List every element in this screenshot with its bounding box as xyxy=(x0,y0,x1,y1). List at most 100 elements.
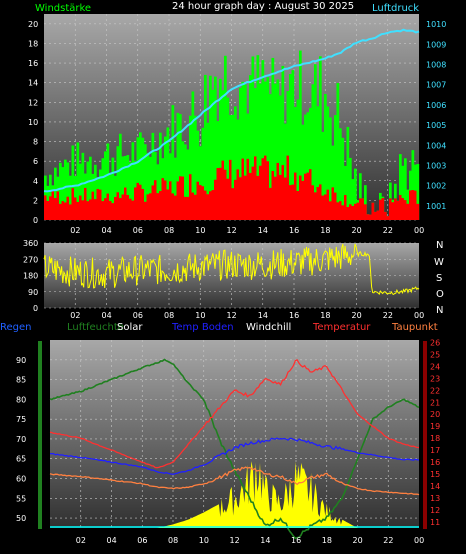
compass-n-top: N xyxy=(436,240,443,251)
wind-bar xyxy=(206,122,210,220)
x-tick-label: 08 xyxy=(164,226,174,235)
wind-bar xyxy=(199,146,202,220)
wind-avg-bar xyxy=(236,169,240,220)
wind-bar xyxy=(126,154,130,220)
temperature-panel-background xyxy=(50,340,419,528)
wind-avg-bar xyxy=(56,191,60,220)
wind-avg-bar xyxy=(334,192,337,220)
wind-bar xyxy=(139,132,142,220)
wind-bar xyxy=(249,75,252,220)
wind-avg-bar xyxy=(289,185,292,220)
wind-bar xyxy=(59,162,62,220)
wind-bar xyxy=(256,55,260,220)
wind-bar xyxy=(349,157,352,220)
line-taupunkt xyxy=(49,466,420,496)
wind-avg-bar xyxy=(129,198,132,220)
wind-avg-bar xyxy=(99,189,102,220)
wind-avg-bar xyxy=(409,190,412,220)
line-temp-boden xyxy=(49,437,420,475)
wind-bar xyxy=(111,157,115,220)
x-tick-label: 04 xyxy=(102,226,112,235)
temperature-tick-label: 25 xyxy=(430,350,440,359)
humidity-tick-label: 85 xyxy=(16,376,26,385)
wind-y-tick-label: 10 xyxy=(28,118,38,127)
wind-avg-bar xyxy=(91,191,95,220)
wind-bar xyxy=(189,115,192,220)
wind-avg-bar xyxy=(414,190,417,220)
wind-avg-bar xyxy=(309,169,312,220)
wind-bar xyxy=(271,57,275,221)
compass-s: S xyxy=(436,273,442,284)
wind-avg-bar xyxy=(354,203,357,220)
wind-avg-bar xyxy=(74,197,77,220)
wind-avg-bar xyxy=(331,187,335,220)
pressure-axis-title: Luftdruck xyxy=(372,3,419,14)
wind-avg-bar xyxy=(189,174,192,220)
wind-avg-bar xyxy=(106,193,110,220)
wind-bar xyxy=(311,84,315,221)
wind-avg-bar xyxy=(366,214,370,220)
wind-bar xyxy=(261,60,265,220)
wind-bar xyxy=(66,162,70,220)
wind-avg-bar xyxy=(104,198,107,220)
wind-bar xyxy=(399,154,402,220)
wind-bar xyxy=(151,132,155,220)
x-tick-label: 22 xyxy=(383,536,393,545)
compass-w: W xyxy=(434,257,444,268)
chart-title: 24 hour graph day : August 30 2025 xyxy=(172,1,354,12)
wind-bar xyxy=(176,112,180,220)
direction-y-tick-label: 360 xyxy=(23,239,38,248)
x-tick-label: 02 xyxy=(76,536,86,545)
wind-bar xyxy=(281,65,285,220)
wind-avg-bar xyxy=(96,188,100,220)
wind-avg-bar xyxy=(256,175,260,220)
x-tick-label: 18 xyxy=(320,226,330,235)
x-tick-label: 06 xyxy=(137,536,147,545)
wind-avg-bar xyxy=(274,176,277,220)
x-tick-label: 20 xyxy=(352,311,362,320)
wind-bar xyxy=(129,162,132,220)
wind-bar xyxy=(101,158,105,220)
wind-bar xyxy=(211,89,215,220)
wind-avg-bar xyxy=(61,201,65,220)
wind-bar xyxy=(144,144,147,220)
wind-avg-bar xyxy=(59,203,62,220)
direction-y-tick-label: 180 xyxy=(23,272,38,281)
wind-bar xyxy=(321,131,325,220)
wind-avg-bar xyxy=(156,193,160,220)
x-tick-label: 02 xyxy=(70,226,80,235)
wind-avg-bar xyxy=(199,185,202,220)
x-tick-label: 10 xyxy=(199,536,209,545)
wind-bar xyxy=(159,132,162,220)
wind-bar xyxy=(54,167,57,220)
wind-avg-bar xyxy=(314,192,317,220)
wind-bar xyxy=(306,112,310,220)
x-tick-label: 14 xyxy=(260,536,270,545)
wind-bar xyxy=(109,173,112,220)
wind-y-tick-label: 16 xyxy=(28,59,38,68)
wind-avg-bar xyxy=(361,198,365,220)
wind-bar xyxy=(296,99,300,220)
wind-bar xyxy=(286,91,290,220)
wind-avg-bar xyxy=(161,178,165,220)
temperature-tick-label: 21 xyxy=(430,398,440,407)
direction-panel-ticks: 0 90 180 270 360 02 04 06 08 10 12 14 16 18 20 22 00 xyxy=(23,239,424,320)
wind-bar xyxy=(136,137,140,220)
wind-bar xyxy=(364,185,367,220)
wind-avg-bar xyxy=(416,203,420,220)
wind-bar xyxy=(221,90,225,220)
wind-avg-bar xyxy=(194,194,197,220)
wind-bar xyxy=(171,105,175,220)
wind-avg-bar xyxy=(216,167,220,220)
wind-bar xyxy=(401,165,405,220)
pressure-tick-label: 1007 xyxy=(426,81,446,90)
wind-direction-line xyxy=(43,243,420,295)
wind-bar xyxy=(336,83,340,221)
wind-bar xyxy=(266,77,270,220)
wind-avg-bar xyxy=(76,201,80,220)
wind-bar xyxy=(166,127,170,220)
wind-avg-bar xyxy=(369,214,372,220)
wind-avg-bar xyxy=(371,202,375,220)
pressure-tick-label: 1004 xyxy=(426,141,446,150)
wind-bar xyxy=(164,136,167,220)
